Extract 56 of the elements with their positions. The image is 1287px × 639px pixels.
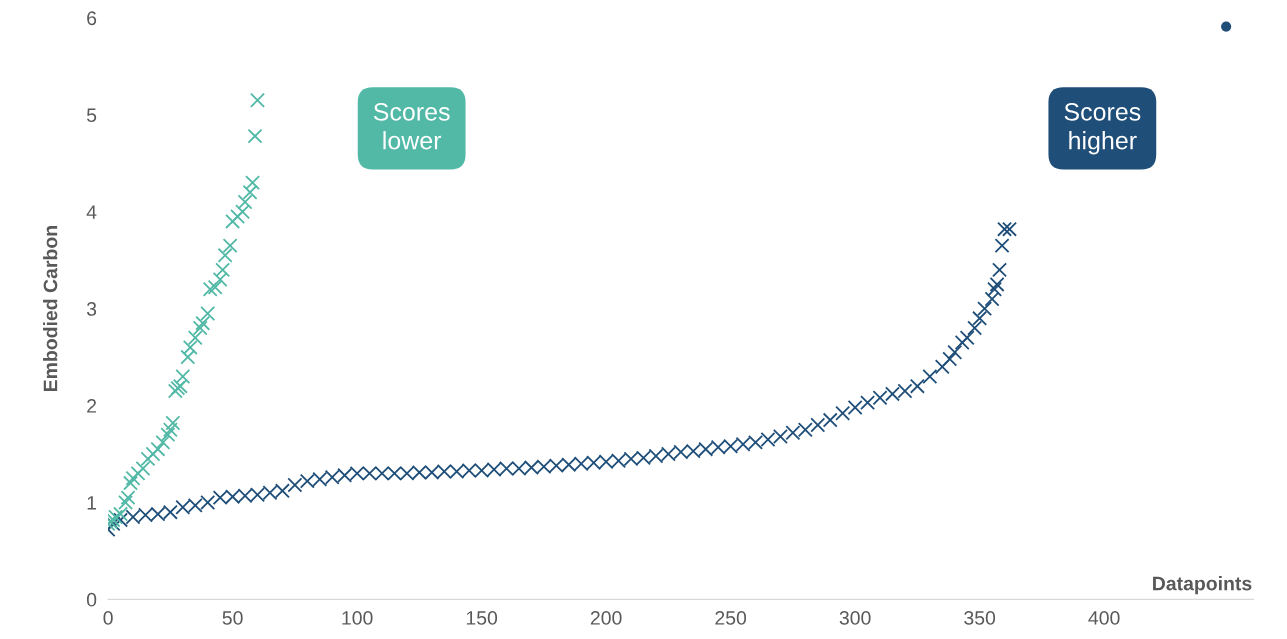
point (182, 339, 198, 355)
y-tick-label: 3 (86, 302, 97, 316)
point (212, 272, 228, 288)
y-tick-label: 4 (86, 205, 97, 219)
y-axis-title: Embodied Carbon (43, 226, 58, 392)
point (235, 204, 251, 220)
point (230, 209, 246, 225)
point (217, 247, 233, 263)
point (130, 465, 146, 481)
point (155, 434, 171, 450)
point (222, 238, 238, 254)
x-tick-label: 50 (222, 611, 243, 625)
point (250, 92, 266, 108)
point (1221, 21, 1232, 32)
point (245, 175, 261, 191)
point (145, 446, 161, 462)
point (140, 451, 156, 467)
y-tick-label: 6 (87, 11, 97, 26)
x-tick-label: 200 (590, 611, 622, 625)
point (192, 320, 208, 336)
annotation: Scores higher (1064, 103, 1141, 155)
point (225, 213, 241, 229)
x-tick-label: 300 (839, 611, 871, 625)
point (125, 470, 141, 486)
point (162, 422, 178, 438)
x-tick-label: 350 (964, 611, 996, 625)
point (118, 494, 134, 510)
x-tick-label: 400 (1088, 611, 1120, 625)
x-axis-title: Datapoints (1153, 576, 1252, 595)
x-tick-label: 100 (342, 611, 373, 625)
y-tick-label: 2 (87, 399, 97, 413)
point (187, 330, 203, 346)
point (150, 441, 166, 457)
point (247, 128, 263, 144)
y-tick-label: 1 (87, 496, 97, 510)
point (135, 461, 151, 477)
y-tick-label: 0 (86, 592, 97, 607)
point (200, 305, 216, 321)
point (242, 184, 258, 200)
point (207, 279, 223, 295)
annotation: Scores lower (373, 103, 450, 150)
x-tick-label: 0 (103, 611, 113, 625)
x-tick-label: 150 (466, 611, 498, 625)
point (160, 427, 176, 443)
point (165, 415, 181, 431)
point (120, 490, 136, 506)
point (215, 262, 231, 278)
y-tick-label: 5 (86, 108, 97, 123)
point (195, 315, 211, 331)
x-tick-label: 250 (715, 611, 747, 625)
point (180, 349, 196, 365)
point (113, 506, 129, 522)
point (123, 475, 139, 491)
point (237, 194, 253, 210)
point (175, 368, 191, 384)
point (202, 281, 218, 297)
